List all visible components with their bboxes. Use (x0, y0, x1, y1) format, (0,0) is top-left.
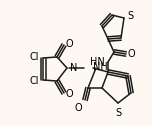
Text: S: S (115, 108, 121, 118)
Text: N: N (70, 63, 77, 73)
Text: O: O (66, 39, 74, 49)
Text: O: O (128, 49, 136, 59)
Text: NH: NH (93, 62, 108, 72)
Text: HN: HN (90, 57, 105, 67)
Text: O: O (66, 89, 74, 99)
Text: O: O (74, 103, 82, 113)
Text: Cl: Cl (29, 76, 39, 86)
Text: Cl: Cl (29, 52, 39, 62)
Text: S: S (127, 11, 133, 21)
